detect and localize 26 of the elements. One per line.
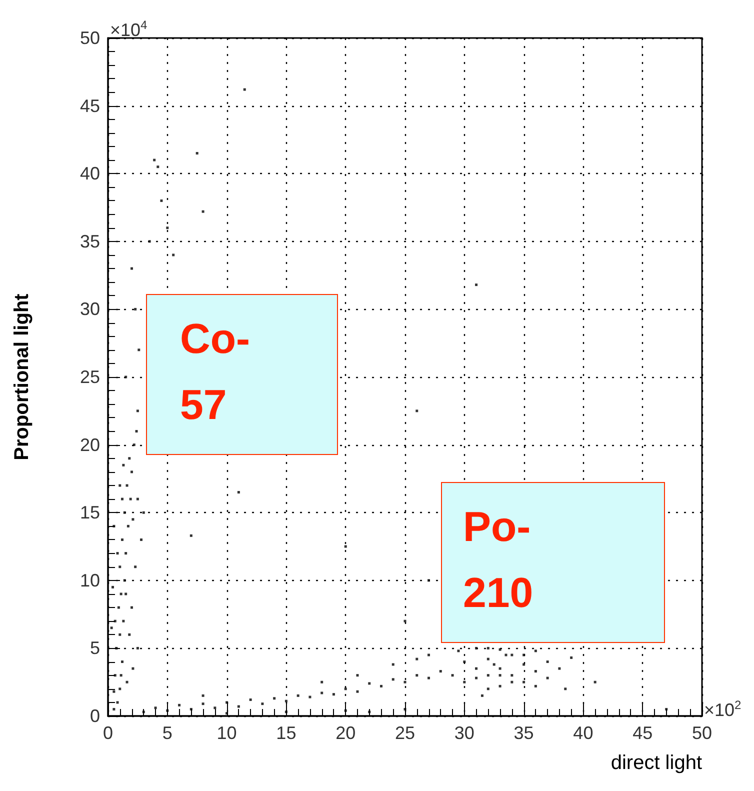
x-tick-label: 0 (102, 723, 114, 743)
annotation: Po- 210 (463, 502, 534, 618)
y-tick-label: 40 (80, 164, 100, 184)
y-tick-label: 30 (80, 299, 100, 320)
y-tick-label: 45 (80, 96, 100, 116)
x-tick-label: 30 (454, 723, 474, 743)
x-tick-label: 40 (573, 723, 594, 743)
x-tick-label: 15 (276, 723, 296, 743)
y-tick-label: 15 (80, 502, 100, 523)
y-tick-label: 25 (80, 367, 100, 387)
y-tick-label: 10 (80, 570, 100, 590)
x-tick-label: 45 (632, 723, 653, 743)
annotation: Co- 57 (180, 314, 250, 430)
y-tick-label: 20 (80, 434, 100, 455)
x-tick-label: 25 (394, 723, 416, 743)
y-tick-label: 5 (90, 638, 100, 658)
x-tick-label: 5 (162, 723, 172, 743)
x-tick-label: 50 (692, 723, 712, 743)
y-axis-title: Proportional light (11, 293, 33, 460)
y-tick-label: 50 (80, 28, 100, 48)
x-axis-title: direct light (610, 752, 702, 774)
y-tick-label: 0 (90, 706, 100, 726)
y-tick-label: 35 (80, 231, 100, 252)
x-tick-label: 35 (514, 723, 534, 743)
x-tick-label: 20 (336, 723, 356, 743)
x-tick-label: 10 (216, 723, 237, 743)
